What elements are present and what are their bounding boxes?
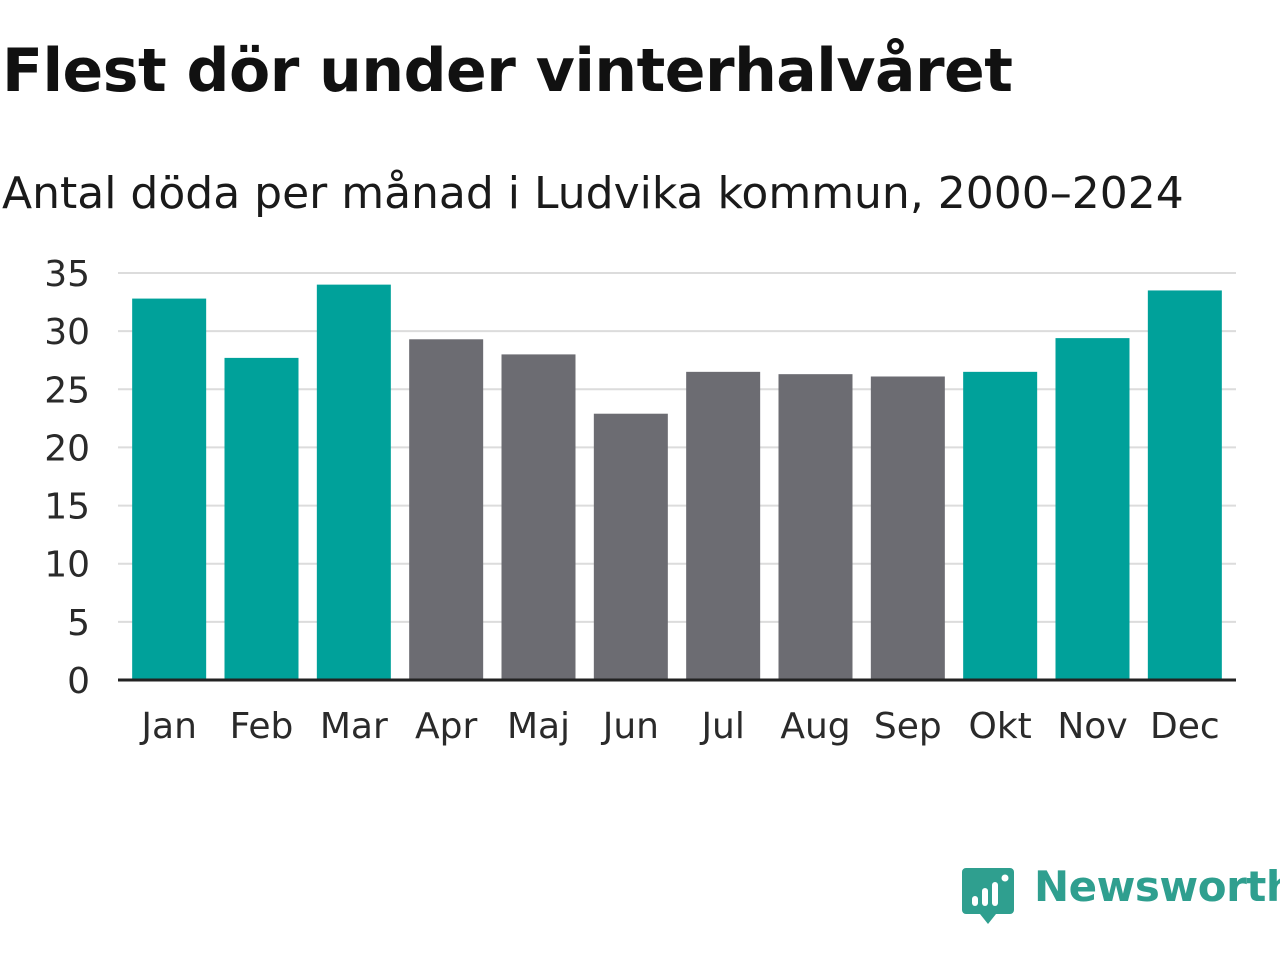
bar-chart: 0 5 10 15 20 25 30 35 Jan Feb Mar Apr Maj Jun Jul Aug S…	[44, 254, 1236, 747]
x-tick-label-feb: Feb	[230, 706, 294, 747]
x-tick-label-nov: Nov	[1057, 706, 1127, 747]
y-tick-label-5: 5	[67, 603, 90, 644]
chart-title: Flest dör under vinterhalvåret	[2, 36, 1013, 106]
bar-feb	[224, 357, 299, 680]
brand-name: Newsworthy	[1034, 862, 1280, 911]
x-tick-label-jun: Jun	[601, 706, 659, 747]
x-tick-label-maj: Maj	[507, 706, 570, 747]
y-tick-label-15: 15	[44, 487, 90, 528]
bar-dec	[1147, 290, 1222, 680]
x-tick-label-mar: Mar	[320, 706, 388, 747]
x-tick-label-jan: Jan	[139, 706, 197, 747]
x-tick-label-jul: Jul	[699, 706, 744, 747]
bar-aug	[778, 374, 853, 680]
x-tick-label-okt: Okt	[969, 706, 1032, 747]
bar-jul	[686, 371, 761, 680]
brand-logo: Newsworthy	[962, 860, 1280, 930]
y-tick-label-30: 30	[44, 312, 90, 353]
bar-sep	[870, 376, 945, 680]
bar-jun	[593, 413, 668, 680]
bar-apr	[409, 339, 484, 680]
y-tick-label-10: 10	[44, 545, 90, 586]
bar-mar	[316, 284, 391, 680]
bar-nov	[1055, 338, 1130, 680]
y-tick-label-20: 20	[44, 428, 90, 469]
y-tick-label-35: 35	[44, 254, 90, 295]
x-tick-label-apr: Apr	[415, 706, 477, 747]
bar-okt	[963, 371, 1038, 680]
x-tick-label-dec: Dec	[1150, 706, 1220, 747]
bar-maj	[501, 354, 576, 680]
bars	[132, 284, 1222, 680]
y-tick-label-25: 25	[44, 370, 90, 411]
y-tick-label-0: 0	[67, 661, 90, 702]
x-tick-labels: Jan Feb Mar Apr Maj Jun Jul Aug Sep Okt Nov Dec	[139, 706, 1219, 747]
newsworthy-logo-icon	[962, 868, 1014, 924]
x-tick-label-aug: Aug	[780, 706, 850, 747]
grid-lines	[118, 272, 1236, 623]
x-tick-label-sep: Sep	[874, 706, 942, 747]
bar-jan	[132, 298, 207, 680]
y-tick-labels: 0 5 10 15 20 25 30 35	[44, 254, 90, 702]
chart-subtitle: Antal döda per månad i Ludvika kommun, 2…	[2, 168, 1184, 219]
